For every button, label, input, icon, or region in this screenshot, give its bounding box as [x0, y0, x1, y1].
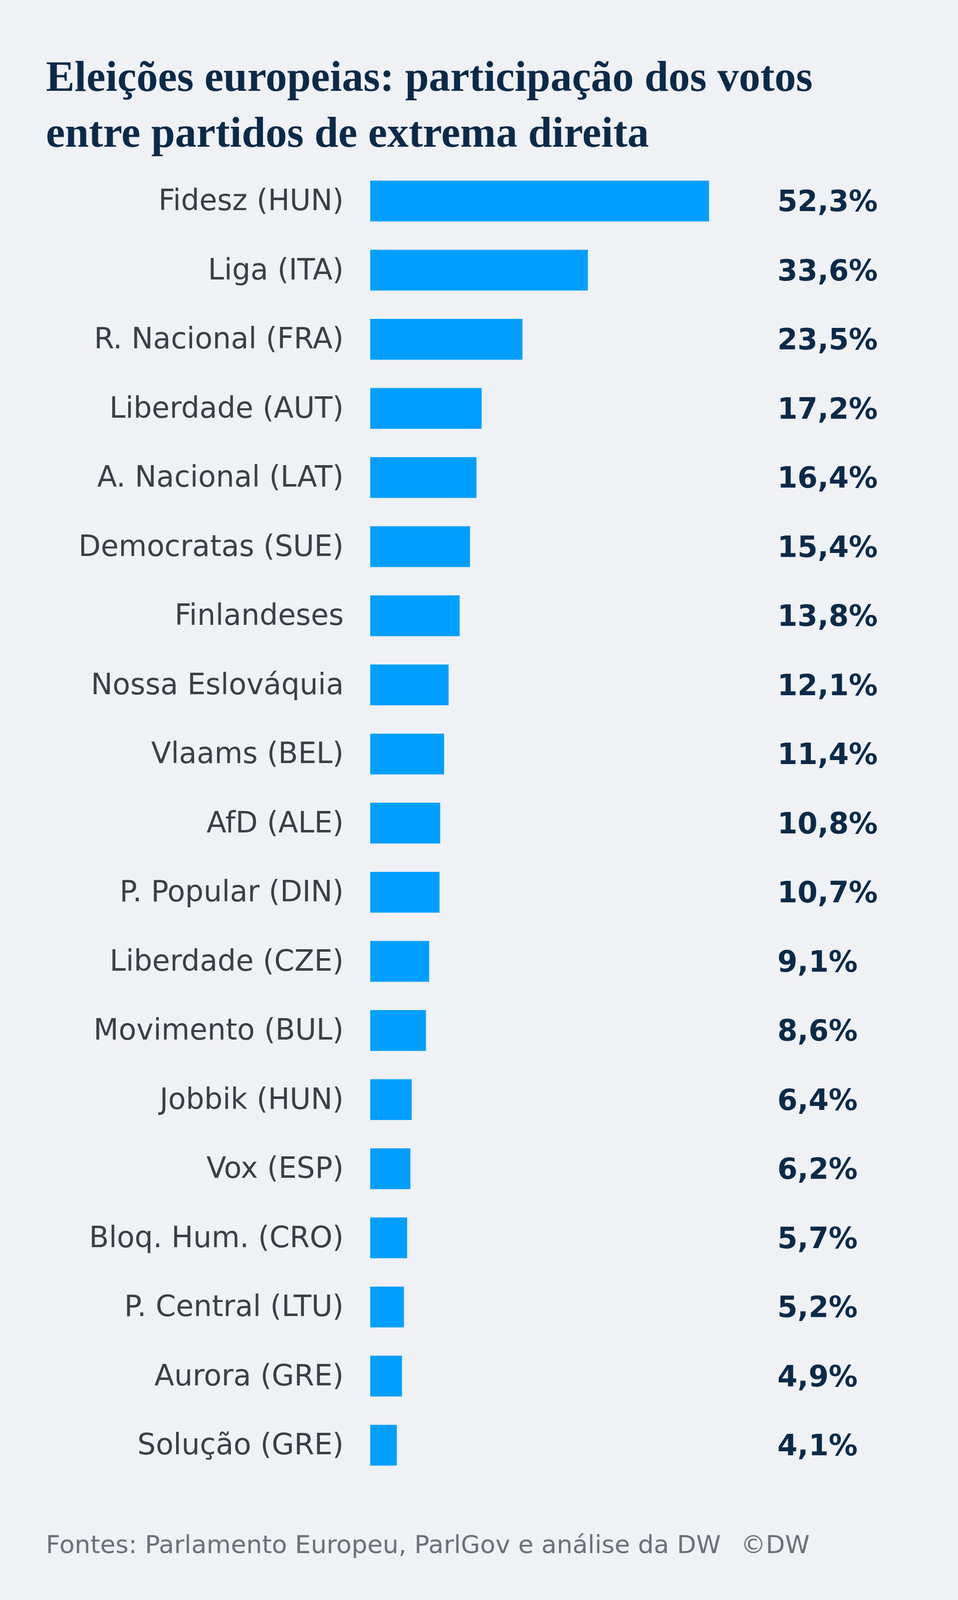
tick: Movimento (BUL)	[93, 1012, 344, 1047]
data-label: 23,5%	[777, 322, 878, 357]
bar	[370, 940, 430, 982]
bars	[370, 180, 710, 1466]
bar	[370, 387, 482, 429]
data-label: 4,1%	[777, 1428, 858, 1462]
title-line: Eleições europeias: participação dos vot…	[45, 52, 813, 101]
data-label: 10,8%	[777, 806, 878, 841]
credit: ©DW	[740, 1529, 810, 1559]
bar	[370, 525, 471, 567]
bar	[370, 595, 460, 637]
title: Eleições europeias: participação dos vot…	[45, 52, 813, 157]
tick-label: Liga (ITA)	[208, 252, 344, 287]
data-labels: 52,3% 33,6% 23,5% 17,2% 16,4% 15,4% 13,8% 12,1%…	[777, 184, 878, 1462]
title-line: entre partidos de extrema direita	[45, 108, 650, 157]
tick: Liberdade (CZE)	[109, 943, 344, 978]
bar	[370, 180, 710, 222]
data-label: 8,6%	[777, 1013, 858, 1048]
tick-label: Vox (ESP)	[206, 1150, 344, 1185]
tick: A. Nacional (LAT)	[97, 459, 344, 494]
source: Fontes: Parlamento Europeu, ParlGov e an…	[45, 1529, 721, 1559]
tick-label: Liberdade (AUT)	[109, 390, 344, 425]
tick: Aurora (GRE)	[154, 1358, 344, 1393]
bar	[370, 1148, 411, 1190]
y-axis: Fidesz (HUN) Liga (ITA) R. Nacional (FRA) L…	[78, 183, 344, 1461]
tick-label: Solução (GRE)	[137, 1427, 344, 1461]
bar	[370, 733, 445, 775]
tick-label: AfD (ALE)	[206, 805, 344, 840]
data-label: 11,4%	[777, 736, 878, 771]
tick-label: Democratas (SUE)	[78, 528, 344, 563]
tick: Vox (ESP)	[206, 1150, 344, 1185]
bar	[370, 318, 523, 360]
tick-label: A. Nacional (LAT)	[97, 459, 344, 494]
bar	[370, 664, 449, 706]
tick: Jobbik (HUN)	[158, 1081, 344, 1116]
data-label: 4,9%	[777, 1359, 858, 1394]
data-label: 5,2%	[777, 1289, 858, 1324]
tick-label: Movimento (BUL)	[93, 1012, 344, 1047]
bar	[370, 249, 588, 291]
data-label: 12,1%	[777, 668, 878, 703]
data-label: 33,6%	[777, 253, 878, 288]
tick: Vlaams (BEL)	[151, 735, 344, 770]
tick-label: Aurora (GRE)	[154, 1358, 344, 1393]
tick: Solução (GRE)	[137, 1427, 344, 1461]
tick: Bloq. Hum. (CRO)	[88, 1219, 344, 1254]
tick: P. Central (LTU)	[124, 1288, 344, 1323]
tick-label: P. Popular (DIN)	[119, 874, 344, 909]
bar	[370, 1009, 427, 1051]
tick-label: Bloq. Hum. (CRO)	[88, 1219, 344, 1254]
tick-label: Nossa Eslováquia	[90, 667, 344, 702]
data-label: 6,4%	[777, 1082, 858, 1117]
bar	[370, 871, 440, 913]
data-label: 6,2%	[777, 1151, 858, 1186]
bar	[370, 1216, 408, 1258]
bar	[370, 1355, 403, 1397]
tick: AfD (ALE)	[206, 805, 344, 840]
tick: Nossa Eslováquia	[90, 667, 344, 702]
tick: Liberdade (AUT)	[109, 390, 344, 425]
data-label: 15,4%	[777, 529, 878, 564]
bar	[370, 802, 441, 844]
data-label: 13,8%	[777, 598, 878, 633]
tick-label: Liberdade (CZE)	[109, 943, 344, 978]
tick: Liga (ITA)	[208, 252, 344, 287]
tick: P. Popular (DIN)	[119, 874, 344, 909]
tick-label: P. Central (LTU)	[124, 1288, 344, 1323]
bar	[370, 1424, 397, 1466]
tick-label: Vlaams (BEL)	[151, 735, 344, 770]
tick-label: Finlandeses	[174, 597, 344, 632]
bar	[370, 1078, 412, 1120]
tick-label: Jobbik (HUN)	[158, 1081, 344, 1116]
tick: Finlandeses	[174, 597, 344, 632]
tick: R. Nacional (FRA)	[93, 321, 344, 356]
data-label: 52,3%	[777, 184, 878, 219]
bar	[370, 457, 477, 498]
tick: Fidesz (HUN)	[158, 183, 344, 218]
tick-label: R. Nacional (FRA)	[93, 321, 344, 356]
chart: Eleições europeias: participação dos vot…	[0, 0, 958, 1600]
tick-label: Fidesz (HUN)	[158, 183, 344, 218]
data-label: 10,7%	[777, 875, 878, 910]
data-label: 9,1%	[777, 944, 858, 979]
data-label: 17,2%	[777, 391, 878, 426]
tick: Democratas (SUE)	[78, 528, 344, 563]
bar	[370, 1286, 405, 1328]
data-label: 16,4%	[777, 460, 878, 495]
data-label: 5,7%	[777, 1220, 858, 1255]
background	[0, 0, 958, 1600]
